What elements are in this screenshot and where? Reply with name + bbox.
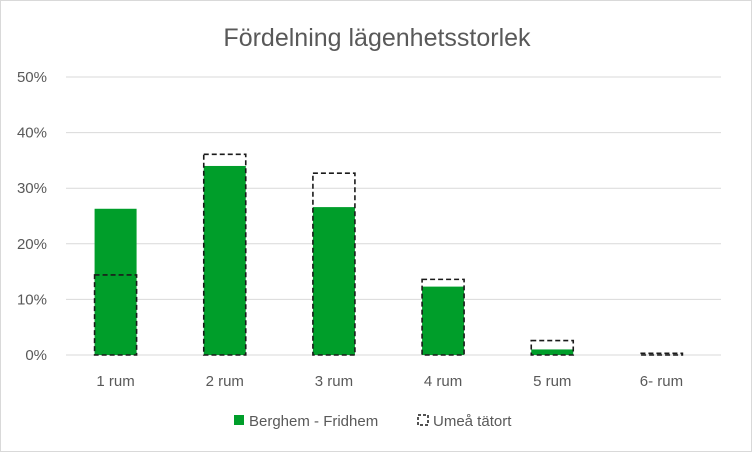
- x-tick-label: 4 rum: [424, 373, 462, 390]
- bars: [93, 153, 684, 356]
- bar-umea-tatort-6-rum: [639, 352, 684, 356]
- x-tick-label: 1 rum: [96, 373, 134, 390]
- bar-berghem-fridhem-4-rum: [422, 286, 465, 355]
- chart-title: Fördelning lägenhetsstorlek: [223, 24, 531, 52]
- y-tick-label: 40%: [17, 125, 47, 142]
- bar-umea-tatort-5-rum: [530, 339, 575, 356]
- y-tick-label: 50%: [17, 69, 47, 86]
- bar-umea-tatort-2-rum: [202, 153, 247, 356]
- bar-berghem-fridhem-2-rum: [203, 165, 246, 355]
- x-tick-label: 2 rum: [206, 373, 244, 390]
- y-tick-label: 20%: [17, 236, 47, 253]
- gridlines: [66, 76, 721, 356]
- x-tick-label: 6- rum: [640, 373, 683, 390]
- legend-swatch-umea-tatort: [417, 414, 429, 426]
- x-tick-label: 3 rum: [315, 373, 353, 390]
- legend: Berghem - Fridhem Umeå tätort: [234, 413, 512, 430]
- bar-berghem-fridhem-3-rum: [312, 207, 355, 355]
- bar-umea-tatort-3-rum: [312, 172, 356, 356]
- x-axis-ticks: 1 rum 2 rum 3 rum 4 rum 5 rum 6- rum: [96, 373, 683, 390]
- y-tick-label: 30%: [17, 180, 47, 197]
- legend-label-umea-tatort: Umeå tätort: [433, 413, 512, 430]
- x-tick-label: 5 rum: [533, 373, 571, 390]
- bar-berghem-fridhem-5-rum: [531, 349, 574, 355]
- bar-umea-tatort-4-rum: [421, 278, 465, 356]
- y-tick-label: 0%: [25, 347, 47, 364]
- legend-label-berghem-fridhem: Berghem - Fridhem: [249, 413, 378, 430]
- bar-umea-tatort-1-rum: [93, 274, 138, 356]
- y-axis-ticks: 0% 10% 20% 30% 40% 50%: [17, 69, 47, 364]
- bar-berghem-fridhem-1-rum: [94, 208, 137, 355]
- y-tick-label: 10%: [17, 291, 47, 308]
- legend-swatch-berghem-fridhem: [234, 415, 244, 425]
